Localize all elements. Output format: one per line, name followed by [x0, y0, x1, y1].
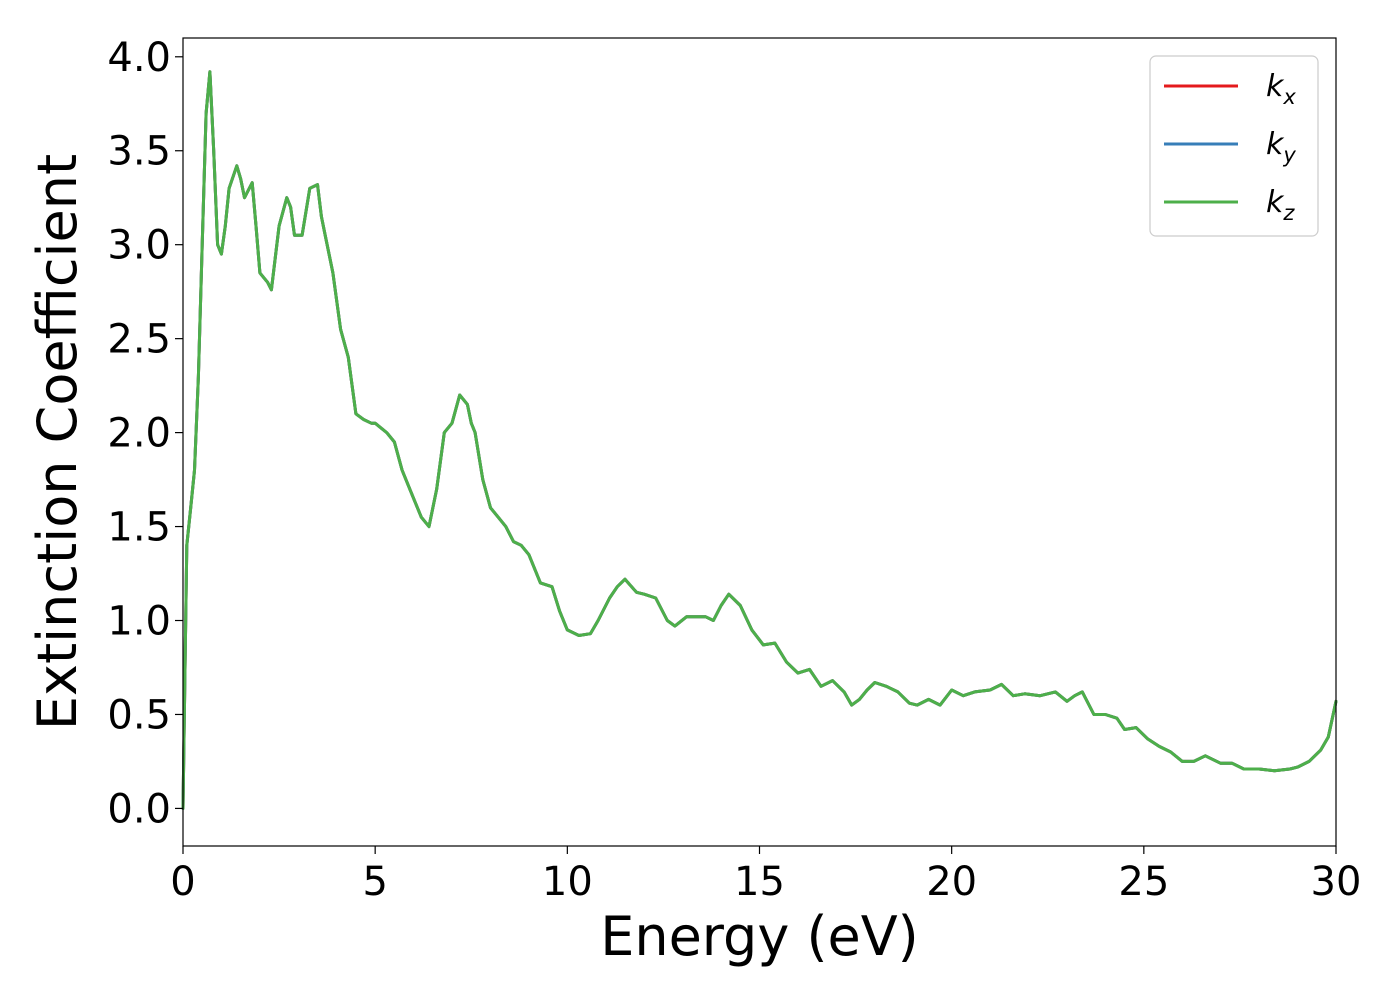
x-tick-label: 20 [926, 859, 977, 905]
y-tick-label: 2.0 [107, 411, 171, 457]
y-tick-label: 0.0 [107, 786, 171, 832]
y-tick-label: 1.0 [107, 599, 171, 645]
legend-box [1149, 55, 1319, 237]
legend-label-y: ky [1266, 127, 1296, 167]
y-tick-label: 4.0 [107, 35, 171, 81]
legend-label-x: kx [1266, 69, 1296, 109]
x-axis-ticks: 0 5 10 15 20 25 30 [170, 846, 1361, 905]
x-tick-label: 15 [734, 859, 785, 905]
series-layer [181, 70, 1338, 810]
y-axis-title: Extinction Coefficient [26, 154, 89, 730]
x-tick-label: 25 [1118, 859, 1169, 905]
plot-area [183, 38, 1336, 846]
legend-label-z: kz [1266, 185, 1295, 225]
x-axis-title: Energy (eV) [600, 905, 919, 968]
legend: kx ky kz [1149, 55, 1319, 237]
x-tick-label: 0 [170, 859, 195, 905]
x-tick-label: 10 [542, 859, 593, 905]
y-tick-label: 1.5 [107, 505, 171, 551]
y-tick-label: 0.5 [107, 692, 171, 738]
y-tick-label: 3.5 [107, 129, 171, 175]
y-axis-ticks: 0.0 0.5 1.0 1.5 2.0 2.5 3.0 3.5 4.0 [107, 35, 183, 832]
x-tick-label: 30 [1311, 859, 1362, 905]
y-tick-label: 2.5 [107, 317, 171, 363]
series-line-z [181, 70, 1338, 810]
x-tick-label: 5 [362, 859, 387, 905]
y-tick-label: 3.0 [107, 223, 171, 269]
